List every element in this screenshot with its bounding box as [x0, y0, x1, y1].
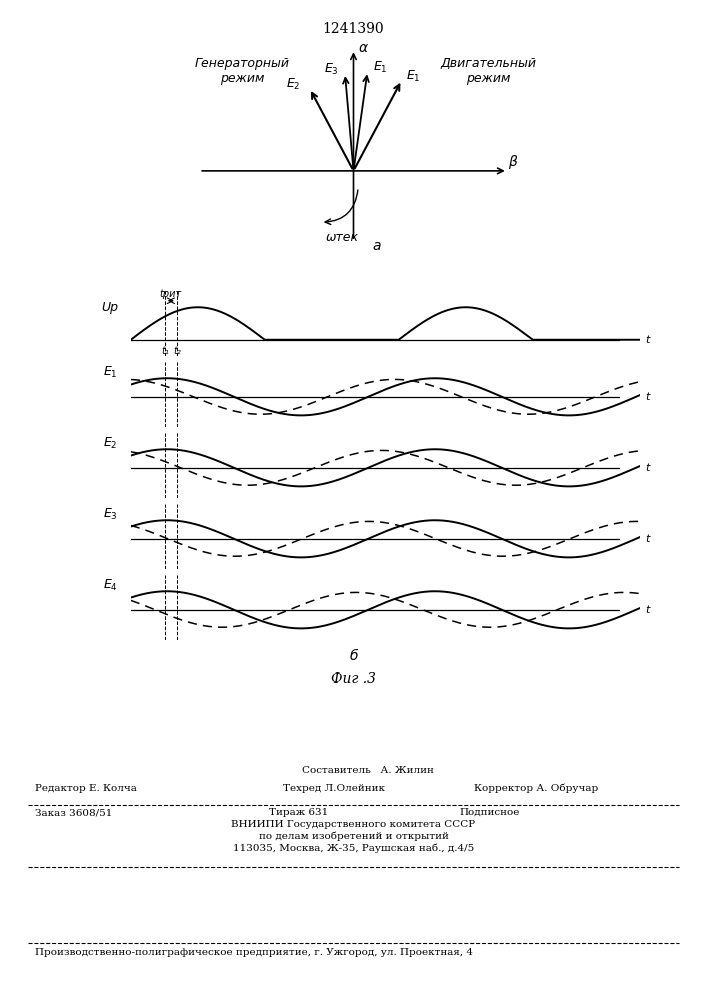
Text: Uр: Uр: [101, 300, 118, 314]
Text: $E_1$: $E_1$: [373, 60, 388, 75]
Text: 1241390: 1241390: [322, 22, 385, 36]
Text: a: a: [373, 239, 381, 253]
Text: $E_3$: $E_3$: [324, 62, 339, 77]
Text: t: t: [645, 392, 649, 402]
Text: α: α: [358, 41, 368, 55]
Text: Составитель   А. Жилин: Составитель А. Жилин: [302, 766, 433, 775]
Text: t₂: t₂: [173, 346, 181, 356]
Text: t: t: [645, 605, 649, 615]
Text: t₁: t₁: [161, 346, 169, 356]
Text: б: б: [349, 649, 358, 663]
Text: Производственно-полиграфическое предприятие, г. Ужгород, ул. Проектная, 4: Производственно-полиграфическое предприя…: [35, 948, 474, 957]
Text: $E_1$: $E_1$: [406, 69, 421, 84]
Text: $E_2$: $E_2$: [103, 436, 118, 451]
Text: Редактор Е. Колча: Редактор Е. Колча: [35, 784, 137, 793]
Text: t: t: [645, 463, 649, 473]
Text: Подписное: Подписное: [460, 808, 520, 817]
Text: $E_3$: $E_3$: [103, 507, 118, 522]
Text: Заказ 3608/51: Заказ 3608/51: [35, 808, 112, 817]
Text: Техред Л.Олейник: Техред Л.Олейник: [283, 784, 385, 793]
Text: Фиг .3: Фиг .3: [331, 672, 376, 686]
Text: tрит: tрит: [160, 289, 182, 299]
Text: Тираж 631: Тираж 631: [269, 808, 328, 817]
Text: Генераторный
режим: Генераторный режим: [194, 57, 290, 85]
Text: t: t: [645, 335, 649, 345]
Text: $E_1$: $E_1$: [103, 365, 118, 380]
Text: $E_2$: $E_2$: [286, 77, 300, 92]
Text: Двигательный
режим: Двигательный режим: [440, 57, 536, 85]
Text: по делам изобретений и открытий: по делам изобретений и открытий: [259, 832, 448, 841]
Text: $E_4$: $E_4$: [103, 578, 118, 593]
Text: ωтек: ωтек: [325, 231, 358, 244]
Text: Корректор А. Обручар: Корректор А. Обручар: [474, 784, 598, 793]
Text: t: t: [645, 534, 649, 544]
Text: ВНИИПИ Государственного комитета СССР: ВНИИПИ Государственного комитета СССР: [231, 820, 476, 829]
Text: 113035, Москва, Ж-35, Раушская наб., д.4/5: 113035, Москва, Ж-35, Раушская наб., д.4…: [233, 843, 474, 853]
Text: β: β: [508, 155, 517, 169]
